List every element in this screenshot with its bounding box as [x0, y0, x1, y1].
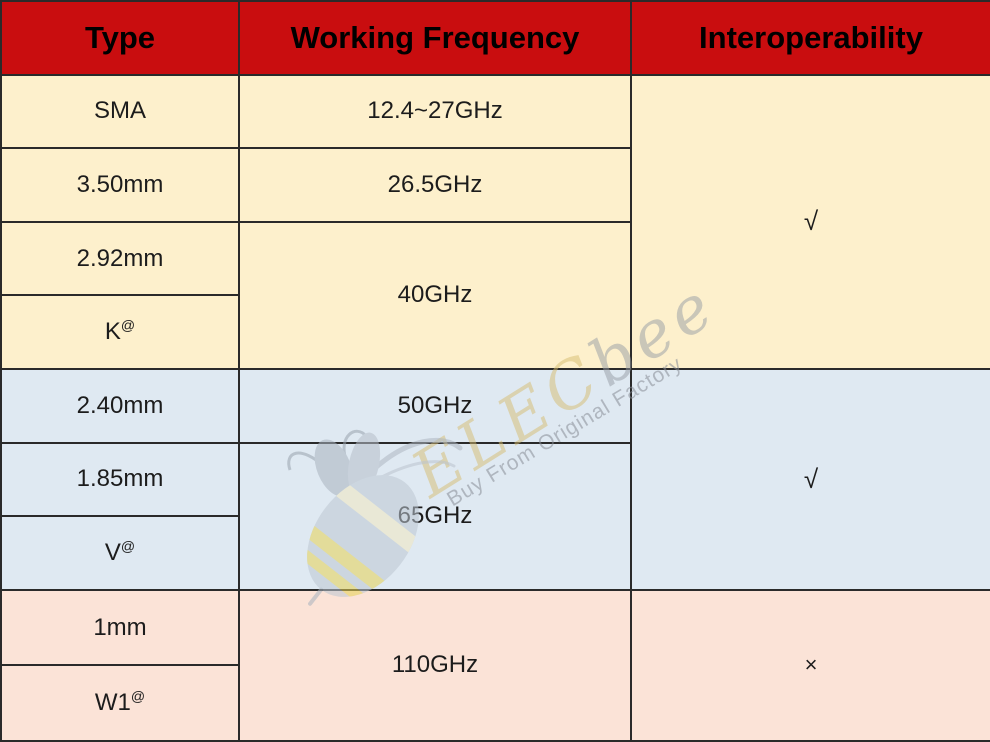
frequency-cell-merged: 65GHz: [238, 441, 632, 591]
type-label: 1.85mm: [76, 465, 164, 493]
type-cell-292mm: 2.92mm: [0, 220, 240, 297]
table-row: K@: [0, 294, 990, 370]
type-label: 2.92mm: [76, 244, 164, 272]
type-cell-350mm: 3.50mm: [0, 147, 240, 223]
frequency-cell: 12.4~27GHz: [238, 73, 632, 150]
type-label: SMA: [93, 97, 146, 125]
type-label: W1: [94, 689, 131, 717]
type-superscript: @: [120, 317, 136, 334]
type-label: K: [104, 318, 121, 346]
type-cell-v: V@: [0, 515, 240, 591]
type-cell-240mm: 2.40mm: [0, 367, 240, 444]
table-row: 2.40mm 50GHz √: [0, 367, 990, 591]
type-cell-k: K@: [0, 294, 240, 370]
table-row: V@: [0, 515, 990, 591]
interop-cell-group1: √: [630, 73, 990, 370]
type-label: 1mm: [93, 613, 147, 641]
interop-cell-group3: ×: [630, 588, 990, 742]
type-label: V: [104, 538, 121, 566]
frequency-cell: 26.5GHz: [238, 147, 632, 223]
type-superscript: @: [130, 688, 146, 705]
header-interoperability: Interoperability: [630, 0, 990, 76]
type-cell-w1: W1@: [0, 664, 240, 742]
table-row: 1mm 110GHz ×: [0, 588, 990, 742]
table-header-row: Type Working Frequency Interoperability: [0, 0, 990, 76]
type-label: 3.50mm: [76, 170, 164, 198]
frequency-cell-merged: 40GHz: [238, 220, 632, 370]
table-row: 2.92mm 40GHz: [0, 220, 990, 370]
frequency-cell-merged: 110GHz: [238, 588, 632, 742]
type-superscript: @: [120, 537, 136, 554]
interop-cell-group2: √: [630, 367, 990, 591]
type-cell-sma: SMA: [0, 73, 240, 150]
header-type: Type: [0, 0, 240, 76]
type-cell-185mm: 1.85mm: [0, 441, 240, 518]
type-cell-1mm: 1mm: [0, 588, 240, 667]
table-row: W1@: [0, 664, 990, 742]
header-working-frequency: Working Frequency: [238, 0, 632, 76]
type-label: 2.40mm: [76, 391, 164, 419]
frequency-cell: 50GHz: [238, 367, 632, 444]
table-row: 3.50mm 26.5GHz: [0, 147, 990, 223]
table-row: SMA 12.4~27GHz √: [0, 73, 990, 370]
